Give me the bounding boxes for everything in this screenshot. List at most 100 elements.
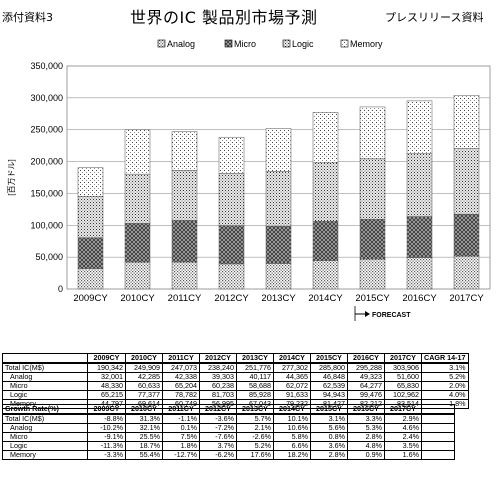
market-size-table: 2009CY 2010CY 2011CY 2012CY 2013CY 2014CY 2015… [2,353,469,409]
table-cell: 39,303 [199,372,237,382]
row-label: Micro [2,432,88,442]
bar-analog-2013CY [265,263,292,290]
bar-micro-2017CY [453,213,480,257]
bar-micro-2011CY [171,220,198,263]
table-cell: 25.5% [125,432,163,442]
table-cell: 251,776 [236,362,274,373]
table-cell: 7.5% [162,432,200,442]
column-header: 2017CY [384,404,422,415]
y-axis-label: [百万ドル] [7,159,16,195]
column-header: 2015CY [310,404,348,415]
column-header: 2011CY [162,353,200,364]
table-cell: 238,240 [199,362,237,373]
bar-logic-2011CY [171,170,198,221]
table-cell: -7.6% [199,432,237,442]
y-tick-label: 50,000 [35,252,63,262]
table-cell: -11.3% [87,441,126,451]
legend-swatch-analog [157,39,166,48]
row-label: Total IC(M$) [2,362,88,373]
column-header: 2015CY [310,353,348,364]
row-label: Micro [2,381,88,391]
table-cell: -10.2% [87,423,126,433]
table-cell: 0.1% [162,423,200,433]
table-cell: 285,800 [310,362,348,373]
row-label: Memory [2,450,88,460]
legend-label-logic: Logic [292,39,314,49]
y-tick-label: 300,000 [30,93,63,103]
table-cell: 32,001 [87,372,126,382]
table-cell: 65,830 [384,381,422,391]
y-tick-label: 150,000 [30,188,63,198]
table-cell: 3.6% [310,441,348,451]
table-cell: 42,338 [162,372,200,382]
y-tick-label: 250,000 [30,125,63,135]
row-label: Total IC(M$) [2,413,88,424]
table-cell [421,432,455,442]
column-header: 2016CY [347,353,385,364]
legend-label-memory: Memory [350,39,383,49]
table-cell: 78,782 [162,390,200,400]
forecast-label: FORECAST [372,312,411,319]
document-tag: 添付資料3 [2,11,53,24]
table-cell: 65,215 [87,390,126,400]
legend-label-micro: Micro [234,39,256,49]
column-header: 2013CY [236,353,274,364]
table-row: Memory 44,797 69,614 60,749 56,995 67,043 79,2… [2,399,469,409]
bar-analog-2014CY [312,260,339,290]
table-cell: 58,688 [236,381,274,391]
table-cell: 91,633 [273,390,311,400]
bar-logic-2014CY [312,162,339,222]
x-tick-label: 2016CY [402,293,437,304]
bar-memory-2009CY [77,167,104,197]
table-cell: 6.6% [273,441,311,451]
table-cell: 3.3% [347,413,385,424]
legend-label-analog: Analog [167,39,195,49]
y-tick-label: 100,000 [30,220,63,230]
table-cell: 32.1% [125,423,163,433]
table-cell: 62,539 [310,381,348,391]
table-cell: 4.8% [347,441,385,451]
table-cell: -7.2% [199,423,237,433]
bar-logic-2010CY [124,173,151,224]
table-cell: 2.8% [310,450,348,460]
column-header [421,404,455,415]
table-cell: 3.7% [199,441,237,451]
x-tick-label: 2015CY [355,293,390,304]
bar-logic-2013CY [265,171,292,227]
table-cell: -3.3% [87,450,126,460]
x-tick-label: 2012CY [214,293,249,304]
table-row: Total IC(M$) -8.8% 31.3% -1.1% -3.6% 5.7% 10.1… [2,413,455,424]
bar-micro-2009CY [77,237,104,269]
y-axis-ticks: 0 50,000 100,000 150,000 200,000 250,000 300,0… [30,61,63,294]
table-cell: 48,330 [87,381,126,391]
press-release-tag: プレスリリース資料 [385,11,484,24]
legend-swatch-logic [282,39,291,48]
x-tick-label: 2017CY [449,293,484,304]
chart-legend: Analog Micro Logic Memory [157,39,383,49]
table-cell: 3.1% [421,362,469,373]
bar-analog-2017CY [453,255,480,290]
table-cell: 3.1% [310,413,348,424]
column-header: 2012CY [199,353,237,364]
forecast-marker: FORECAST [354,306,411,321]
table-row: Logic 65,215 77,377 78,782 81,703 85,928 91,63… [2,390,469,400]
table-row: Logic -11.3% 18.7% 1.8% 3.7% 5.2% 6.6% 3.6% 4.8%… [2,441,455,451]
table-cell: 5.6% [310,423,348,433]
table-cell: 2.8% [347,432,385,442]
column-header: 2011CY [162,404,200,415]
table-cell: -2.6% [236,432,274,442]
table-row: Total IC(M$) 190,342 249,909 247,073 238,240… [2,362,469,373]
x-tick-label: 2010CY [120,293,155,304]
column-header: 2009CY [87,353,126,364]
bar-analog-2009CY [77,268,104,290]
table-cell: 5.7% [236,413,274,424]
table-cell: 17.6% [236,450,274,460]
table-cell: 60,633 [125,381,163,391]
table-cell: 3.5% [384,441,422,451]
column-header: 2013CY [236,404,274,415]
column-header: CAGR 14-17 [421,353,469,364]
table-cell: 0.9% [347,450,385,460]
table-cell: 18.2% [273,450,311,460]
table-cell: -8.8% [87,413,126,424]
y-tick-label: 200,000 [30,157,63,167]
